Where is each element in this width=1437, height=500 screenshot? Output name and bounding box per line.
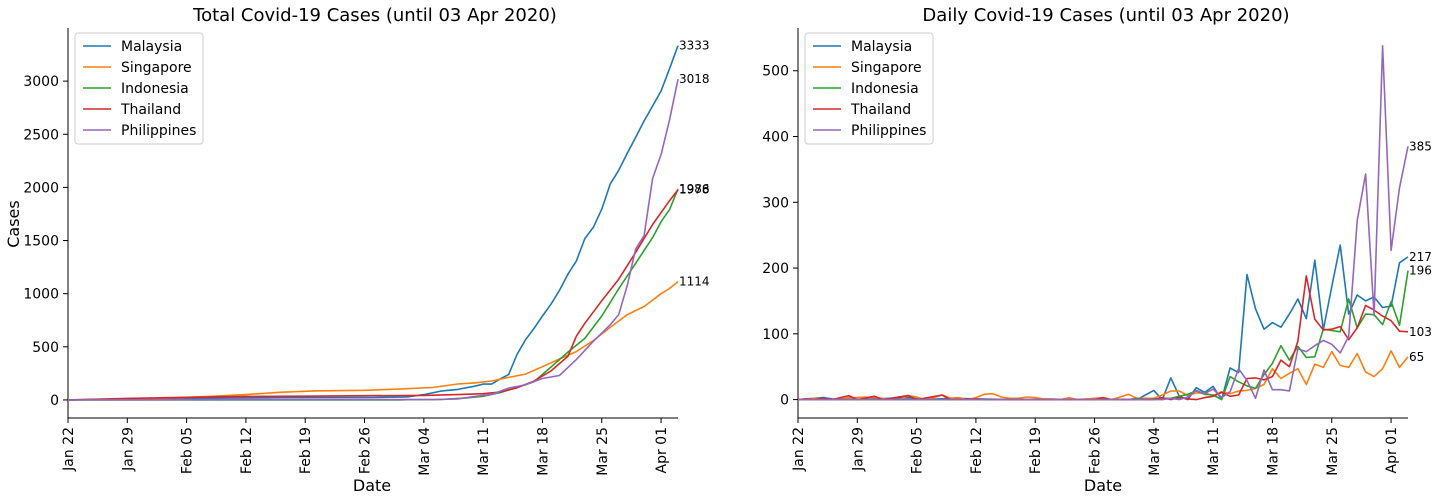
legend-label: Singapore: [121, 60, 192, 76]
daily-cases-chart: Daily Covid-19 Cases (until 03 Apr 2020)…: [762, 5, 1432, 495]
legend-label: Indonesia: [851, 81, 919, 97]
x-tick-label: Mar 11: [476, 427, 492, 476]
x-tick-label: Feb 05: [910, 427, 926, 474]
chart-title: Daily Covid-19 Cases (until 03 Apr 2020): [922, 5, 1289, 26]
legend-box: [804, 32, 934, 145]
x-tick-label: Feb 26: [358, 427, 374, 474]
end-value-label: 3333: [679, 39, 710, 53]
legend-label: Philippines: [121, 123, 196, 139]
legend-label: Malaysia: [851, 39, 912, 55]
y-tick-label: 100: [762, 327, 789, 343]
end-value-label: 1114: [679, 275, 710, 289]
end-value-label: 385: [1409, 139, 1432, 153]
x-tick-label: Feb 19: [298, 427, 314, 474]
chart-title: Total Covid-19 Cases (until 03 Apr 2020): [192, 5, 557, 26]
series-line-indonesia: [798, 270, 1409, 401]
legend-label: Singapore: [851, 60, 922, 76]
legend-label: Thailand: [120, 102, 181, 118]
x-axis-label: Date: [353, 476, 391, 495]
y-tick-label: 3000: [23, 74, 59, 90]
series-line-thailand: [797, 275, 1409, 401]
y-tick-label: 300: [762, 195, 789, 211]
y-tick-label: 2000: [23, 180, 59, 196]
x-tick-label: Feb 19: [1028, 427, 1044, 474]
series-line-singapore: [67, 280, 679, 401]
x-tick-label: Jan 22: [61, 427, 77, 472]
y-tick-label: 500: [762, 64, 789, 80]
end-value-label: 103: [1409, 325, 1432, 339]
x-tick-label: Jan 29: [120, 427, 136, 472]
y-tick-label: 0: [50, 393, 59, 409]
x-tick-label: Feb 26: [1088, 427, 1104, 474]
end-value-label: 1986: [679, 182, 710, 196]
legend-label: Philippines: [851, 123, 926, 139]
x-tick-label: Jan 22: [791, 427, 807, 472]
y-axis-label: Cases: [4, 200, 23, 248]
plot-area: 0 100 200 300 400 500 Jan 22 Jan 29 Feb 05 Feb 12…: [762, 28, 1432, 476]
y-tick-label: 500: [32, 340, 59, 356]
legend-box: [74, 32, 204, 145]
end-value-label: 65: [1409, 350, 1424, 364]
y-tick-label: 1500: [23, 234, 59, 250]
y-tick-label: 2500: [23, 127, 59, 143]
total-cases-chart: Total Covid-19 Cases (until 03 Apr 2020)…: [4, 5, 710, 495]
x-tick-label: Mar 25: [1325, 427, 1341, 476]
x-tick-label: Feb 05: [180, 427, 196, 474]
series-line-indonesia: [68, 188, 679, 401]
y-tick-label: 200: [762, 261, 789, 277]
end-value-label: 217: [1409, 250, 1432, 264]
y-tick-label: 1000: [23, 287, 59, 303]
series-line-singapore: [797, 350, 1409, 401]
legend-label: Indonesia: [121, 81, 189, 97]
x-tick-label: Mar 18: [1265, 427, 1281, 476]
end-value-label: 1978: [679, 183, 710, 197]
y-tick-label: 400: [762, 130, 789, 146]
x-tick-label: Mar 04: [1147, 427, 1163, 476]
series-line-malaysia: [67, 45, 679, 401]
x-tick-label: Apr 01: [654, 427, 670, 473]
x-tick-label: Mar 18: [535, 427, 551, 476]
series-line-thailand: [67, 189, 679, 401]
legend-label: Malaysia: [121, 39, 182, 55]
end-value-label: 196: [1409, 264, 1432, 278]
x-tick-label: Feb 12: [969, 427, 985, 474]
x-tick-label: Jan 29: [850, 427, 866, 472]
x-axis-label: Date: [1084, 476, 1122, 495]
x-tick-label: Mar 11: [1206, 427, 1222, 476]
x-tick-label: Apr 01: [1384, 427, 1400, 473]
x-tick-label: Mar 25: [595, 427, 611, 476]
legend-label: Thailand: [850, 102, 911, 118]
x-tick-label: Feb 12: [239, 427, 255, 474]
end-value-label: 3018: [679, 72, 710, 86]
y-tick-label: 0: [780, 393, 789, 409]
series-line-philippines: [67, 79, 679, 401]
x-tick-label: Mar 04: [417, 427, 433, 476]
plot-area: 0 500 1000 1500 2000 2500 3000 Jan 22 Jan 29 Feb …: [23, 28, 710, 476]
series-line-philippines: [798, 45, 1409, 401]
